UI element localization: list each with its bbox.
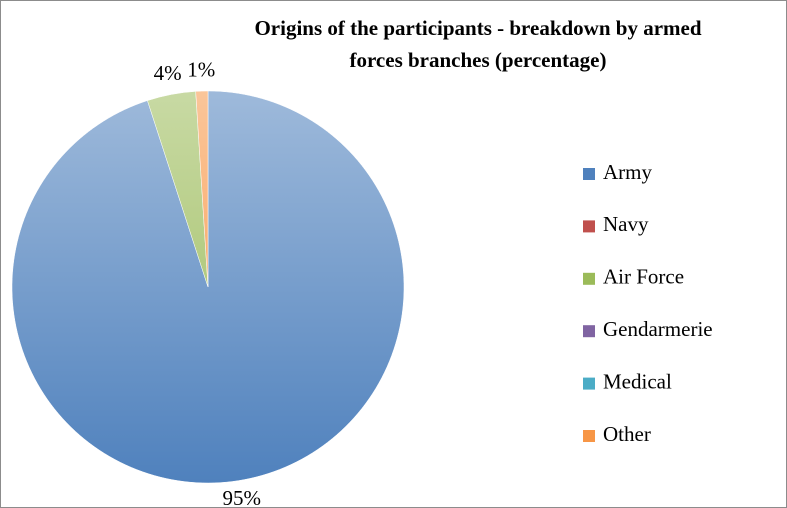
legend-swatch: [583, 325, 595, 338]
pie: [11, 90, 405, 484]
legend-label: Army: [603, 160, 652, 184]
legend-label: Medical: [603, 369, 672, 393]
legend-label: Navy: [603, 212, 649, 236]
legend-label: Other: [603, 422, 651, 446]
data-label: 1%: [187, 57, 215, 81]
legend-label: Air Force: [603, 265, 684, 289]
legend-label: Gendarmerie: [603, 317, 713, 341]
legend-swatch: [583, 377, 595, 390]
data-label: 4%: [154, 61, 182, 85]
legend-swatch: [583, 220, 595, 233]
legend-swatch: [583, 430, 595, 442]
chart-title: forces branches (percentage): [350, 48, 607, 72]
legend-swatch: [583, 168, 595, 180]
chart-title: Origins of the participants - breakdown …: [254, 16, 701, 40]
data-label: 95%: [222, 486, 261, 508]
legend-swatch: [583, 272, 595, 285]
